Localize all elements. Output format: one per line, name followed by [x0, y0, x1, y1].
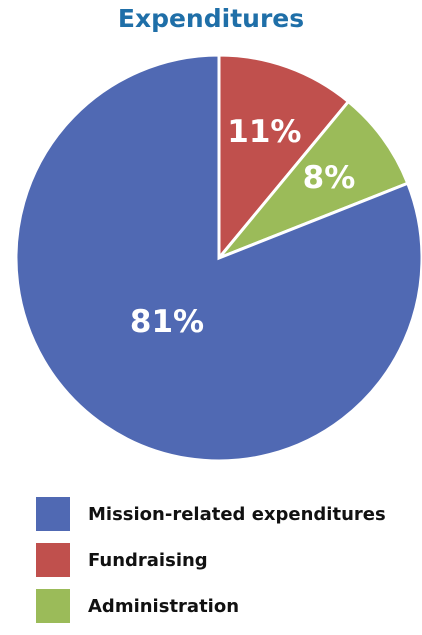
pie-chart: 11%8% 81%	[14, 53, 422, 463]
legend-item-fundraising: Fundraising	[36, 543, 386, 577]
chart-title: Expenditures	[117, 4, 305, 33]
legend-item-mission: Mission-related expenditures	[36, 497, 386, 531]
legend-swatch-mission	[36, 497, 70, 531]
pie-slice-fundraising	[217, 53, 351, 263]
legend-swatch-administration	[36, 589, 70, 623]
legend-label-mission: Mission-related expenditures	[88, 503, 386, 525]
pie-slice-administration	[217, 99, 410, 260]
legend-swatch-fundraising	[36, 543, 70, 577]
pie-label-mission: 81%	[130, 304, 204, 340]
pie-label-administration: 8%	[303, 160, 356, 196]
legend-label-fundraising: Fundraising	[88, 549, 208, 571]
pie-label-fundraising: 11%	[227, 114, 301, 150]
legend-label-administration: Administration	[88, 595, 240, 617]
pie-slice-mission	[14, 53, 422, 463]
legend-item-administration: Administration	[36, 589, 386, 623]
legend: Mission-related expenditures Fundraising…	[36, 497, 386, 635]
